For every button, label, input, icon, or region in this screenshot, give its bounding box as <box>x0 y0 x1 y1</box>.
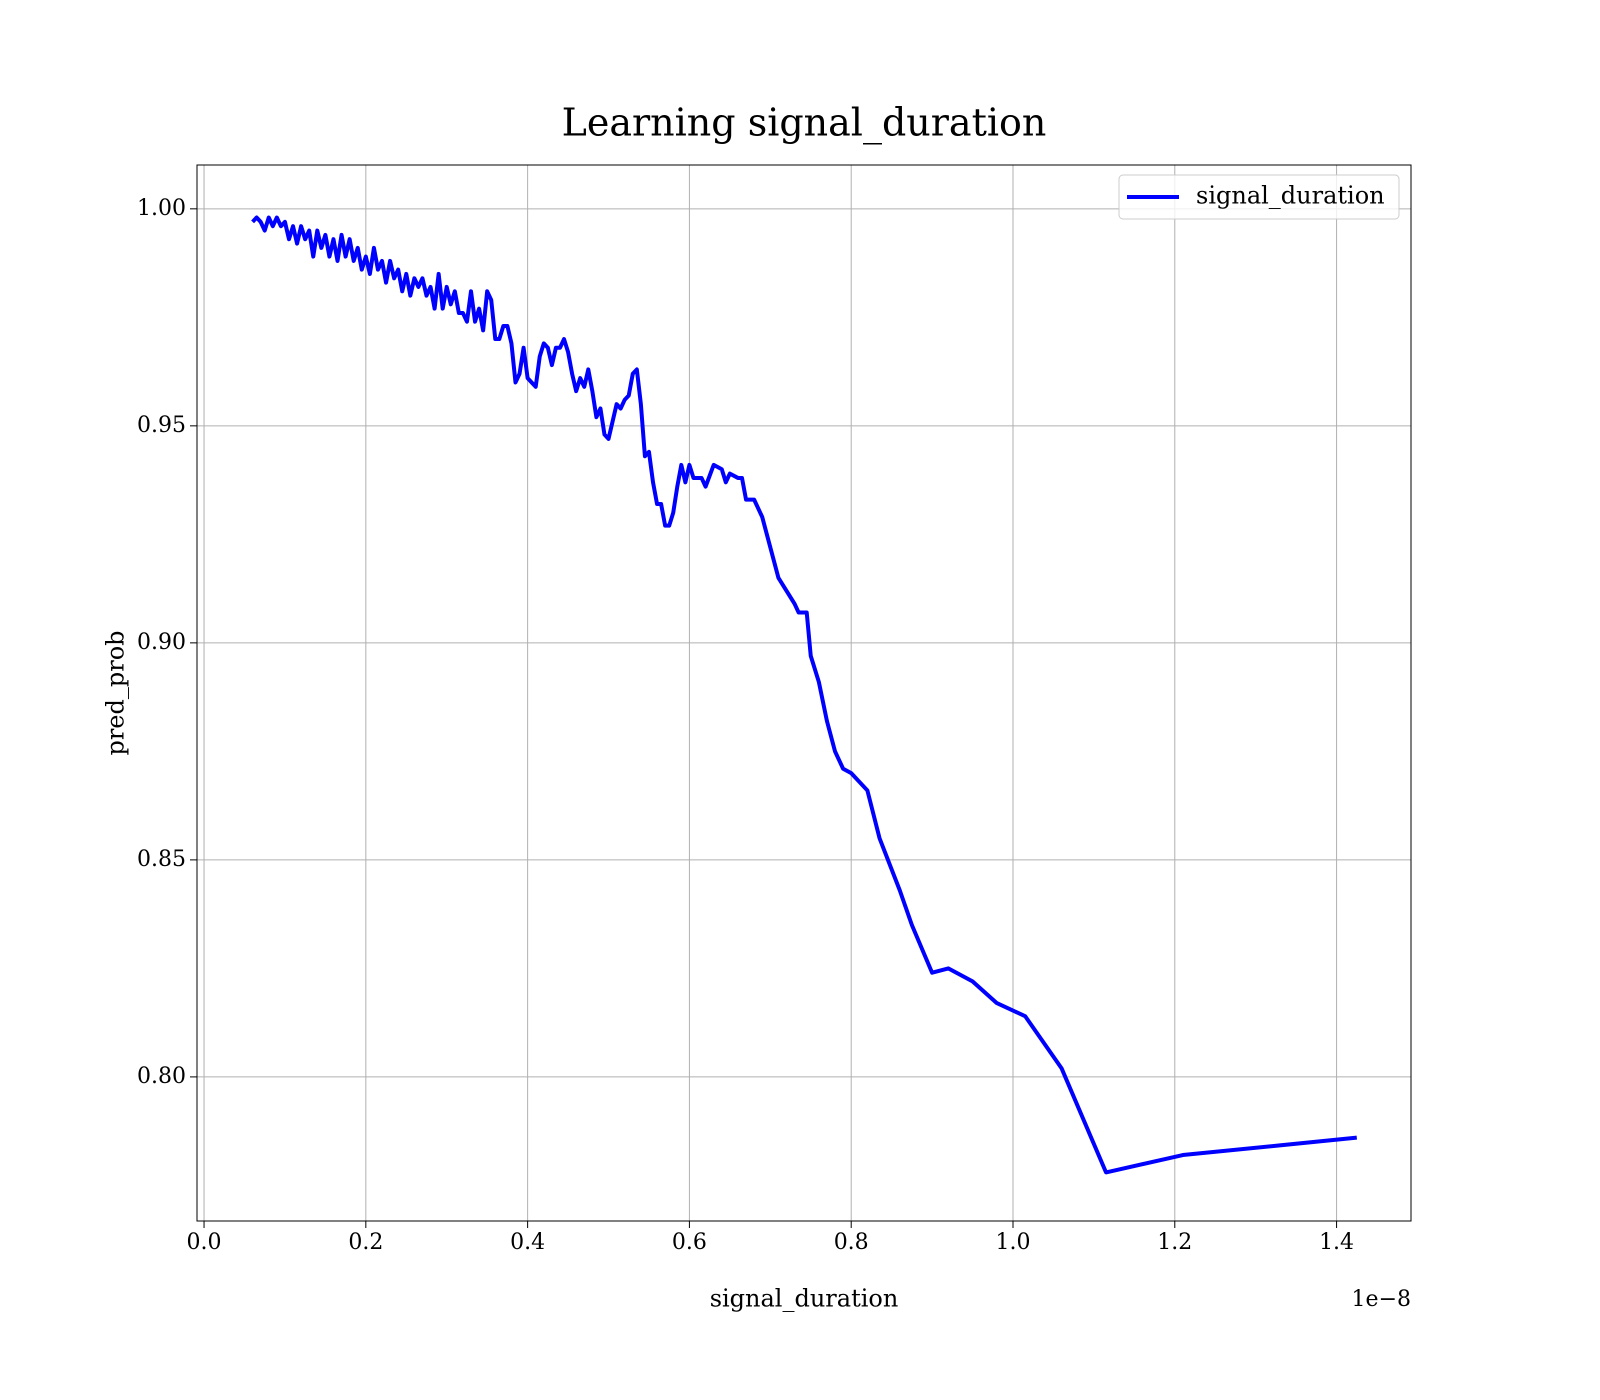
chart-title: Learning signal_duration <box>562 101 1047 146</box>
y-tick-label: 0.90 <box>137 630 186 655</box>
x-tick-label: 1.2 <box>1157 1230 1192 1255</box>
x-axis-label: signal_duration <box>710 1285 899 1313</box>
y-tick-label: 0.95 <box>137 413 186 438</box>
x-tick-label: 1.0 <box>995 1230 1030 1255</box>
y-tick-label: 1.00 <box>137 196 186 221</box>
legend-box <box>1118 174 1400 220</box>
x-tick-label: 0.6 <box>672 1230 707 1255</box>
data-line <box>251 215 1357 1175</box>
x-tick-label: 1.4 <box>1319 1230 1354 1255</box>
x-tick-label: 0.2 <box>348 1230 383 1255</box>
x-tick-label: 0.4 <box>510 1230 545 1255</box>
y-tick-label: 0.85 <box>137 847 186 872</box>
y-axis-label: pred_prob <box>102 630 130 755</box>
x-tick-label: 0.0 <box>187 1230 222 1255</box>
y-tick-label: 0.80 <box>137 1064 186 1089</box>
x-offset-label: 1e−8 <box>1352 1287 1411 1312</box>
legend-label: signal_duration <box>1196 182 1385 210</box>
plot-frame <box>196 164 1412 1222</box>
x-tick-label: 0.8 <box>834 1230 869 1255</box>
